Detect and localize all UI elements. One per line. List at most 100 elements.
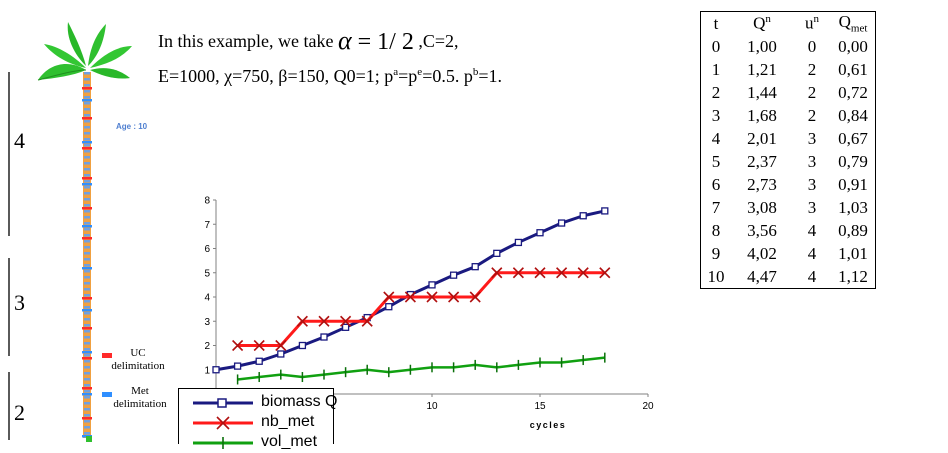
table-cell: 3 — [807, 174, 817, 194]
stem-segment — [84, 234, 90, 237]
stem-segment — [84, 402, 90, 405]
intro-sup-a: a — [393, 66, 399, 78]
table-header-cell: Qmet — [838, 12, 868, 35]
stem-segment — [84, 378, 90, 381]
table-header-cell: t — [713, 13, 719, 33]
stem-segment — [84, 384, 90, 387]
stem-base — [86, 436, 92, 442]
stem-segment — [84, 324, 90, 327]
series-vol-met — [236, 352, 606, 385]
data-point — [493, 249, 501, 257]
table-row: 4 2,01 3 0,67 — [701, 127, 876, 150]
table-cell: 1,21 — [747, 59, 777, 79]
legend-marker-nb-met — [193, 416, 253, 430]
met-mark — [82, 225, 92, 228]
stem-segment — [84, 120, 90, 123]
data-point — [277, 350, 285, 358]
table-cell: 4,47 — [747, 266, 777, 286]
stem-segment — [84, 396, 90, 399]
data-point — [320, 333, 328, 341]
table-row: 0 1,00 0 0,00 — [701, 35, 876, 58]
data-point — [577, 267, 589, 279]
table-row: 5 2,37 3 0,79 — [701, 150, 876, 173]
data-point — [601, 207, 609, 215]
stem-segment — [84, 108, 90, 111]
data-point — [212, 366, 220, 374]
data-point — [579, 212, 587, 220]
data-table: t Qn un Qmet 0 1,00 0 0,00 1 1,21 2 0,61 2 1,44 2 0,72… — [700, 11, 876, 289]
met-mark — [82, 309, 92, 312]
data-point — [341, 323, 350, 331]
stem-segment — [84, 168, 90, 171]
data-point — [534, 267, 546, 279]
stem-segment — [84, 258, 90, 261]
table-cell: 1,00 — [747, 36, 777, 56]
uc-mark — [82, 207, 92, 210]
x-tick-label: 20 — [642, 401, 654, 412]
stem-segment — [84, 192, 90, 195]
stem-segment — [84, 348, 90, 351]
stem-segment — [84, 366, 90, 369]
met-mark — [82, 183, 92, 186]
legend-label-biomass: biomass Q — [261, 393, 338, 410]
plant-illustration — [8, 22, 132, 442]
data-point — [361, 315, 373, 327]
stem-segment — [84, 138, 90, 141]
x-tick-label: 10 — [426, 401, 438, 412]
legend-marker-biomass — [193, 398, 253, 408]
uc-legend-label: UC delimitation — [111, 347, 165, 372]
stem-segment — [84, 252, 90, 255]
stem-segment — [84, 210, 90, 213]
stem-segment — [84, 180, 90, 183]
data-point — [514, 238, 523, 247]
table-cell: 0,89 — [838, 220, 868, 240]
table-row: 3 1,68 2 0,84 — [701, 104, 876, 127]
table-cell: 3 — [711, 105, 721, 125]
intro-mid2: =0.5. p — [422, 66, 473, 86]
intro-line-1: In this example, we take α = 1/ 2 ,C=2, — [158, 26, 502, 57]
table-row: 6 2,73 3 0,91 — [701, 173, 876, 196]
table-cell: 1,01 — [838, 243, 868, 263]
table-cell: 2,73 — [747, 174, 777, 194]
stem-segment — [84, 276, 90, 279]
stem-segment — [84, 420, 90, 423]
stem-segment — [84, 84, 90, 87]
uc-mark — [82, 417, 92, 420]
data-point — [599, 267, 611, 279]
table-row: 7 3,08 3 1,03 — [701, 196, 876, 219]
table-cell: 2 — [807, 82, 817, 102]
table-cell: 1 — [711, 59, 721, 79]
x-axis-label: cycles — [530, 420, 567, 430]
stem-segment — [84, 126, 90, 129]
table-cell: 0,72 — [838, 82, 868, 102]
table-row: 10 4,47 4 1,12 — [701, 265, 876, 289]
stem-segment — [84, 372, 90, 375]
table-cell: 3 — [807, 151, 817, 171]
data-point — [428, 281, 436, 289]
stem-segment — [84, 264, 90, 267]
table-cell: 3,08 — [747, 197, 777, 217]
met-mark — [82, 99, 92, 102]
table-cell: 2 — [807, 105, 817, 125]
table-cell: 2 — [807, 59, 817, 79]
side-number-3: 3 — [14, 290, 25, 315]
table-cell: 0,91 — [838, 174, 868, 194]
uc-mark — [82, 117, 92, 120]
met-legend-swatch — [102, 392, 112, 397]
stem-segment — [84, 228, 90, 231]
stem-segment — [84, 270, 90, 273]
y-tick-label: 2 — [204, 341, 210, 352]
stem-segment — [84, 342, 90, 345]
stem-segment — [84, 204, 90, 207]
stem-segment — [84, 390, 90, 393]
y-tick-label: 5 — [204, 268, 210, 279]
met-legend-label: Met delimitation — [113, 385, 167, 410]
plant-stem — [82, 72, 92, 438]
table-cell: 6 — [711, 174, 721, 194]
data-point — [255, 357, 263, 365]
stem-segment — [84, 150, 90, 153]
uc-mark — [82, 177, 92, 180]
legend-label-nb-met: nb_met — [261, 413, 315, 430]
intro-line1-after: ,C=2, — [413, 31, 459, 51]
data-point — [512, 267, 524, 279]
